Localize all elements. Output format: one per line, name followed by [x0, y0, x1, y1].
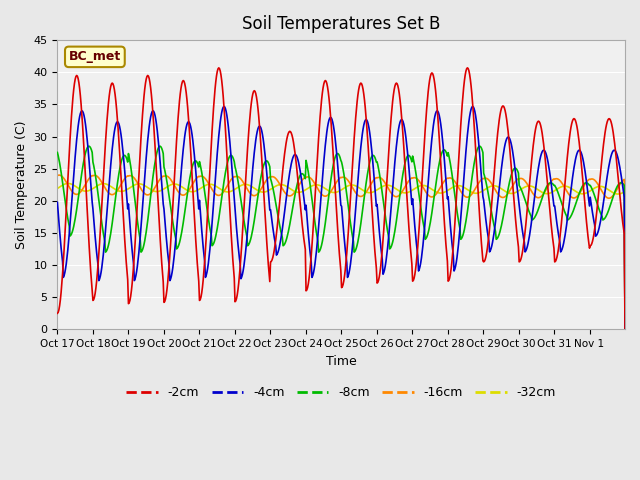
Text: BC_met: BC_met: [68, 50, 121, 63]
Y-axis label: Soil Temperature (C): Soil Temperature (C): [15, 120, 28, 249]
Legend: -2cm, -4cm, -8cm, -16cm, -32cm: -2cm, -4cm, -8cm, -16cm, -32cm: [122, 381, 561, 404]
X-axis label: Time: Time: [326, 355, 356, 368]
Title: Soil Temperatures Set B: Soil Temperatures Set B: [242, 15, 440, 33]
